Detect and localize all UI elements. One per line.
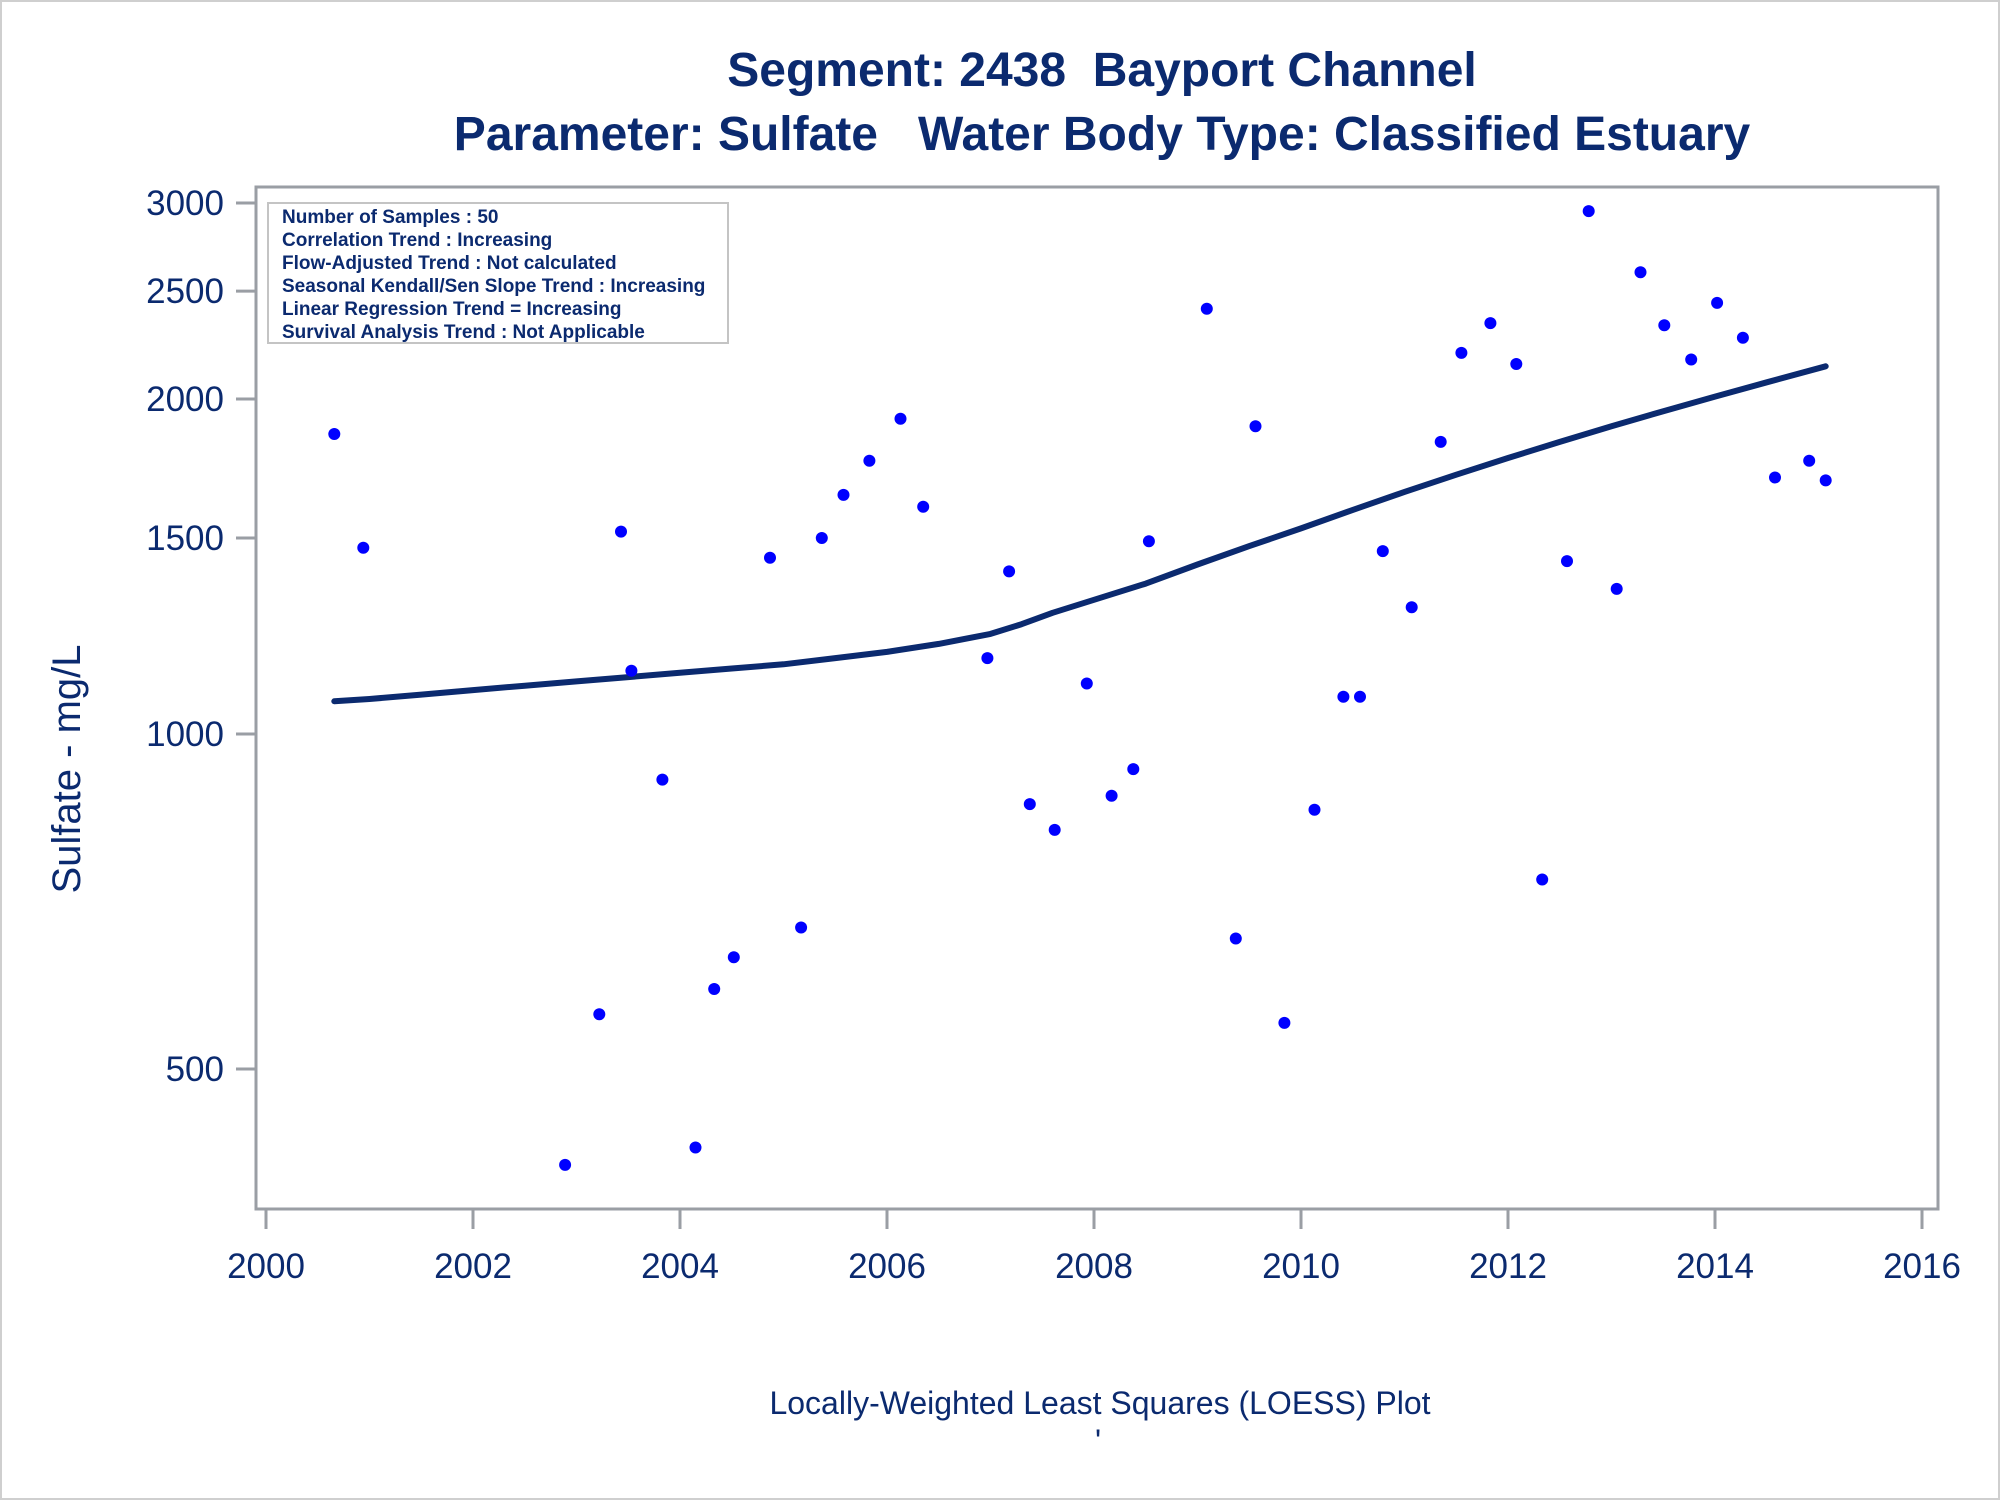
data-point (795, 921, 808, 934)
data-point (1308, 803, 1321, 816)
stats-line-linear-regression: Linear Regression Trend = Increasing (282, 299, 621, 320)
data-point (1229, 932, 1242, 945)
data-point (894, 412, 907, 425)
stats-box: Number of Samples : 50 Correlation Trend… (267, 202, 729, 344)
data-point (1434, 435, 1447, 448)
data-point (1105, 789, 1118, 802)
data-point (1249, 420, 1262, 433)
chart-title: Segment: 2438 Bayport Channel (727, 44, 1477, 97)
data-point (1736, 331, 1749, 344)
data-point (1803, 454, 1816, 467)
data-point (1200, 302, 1213, 315)
data-point (656, 773, 669, 786)
data-point (1484, 317, 1497, 330)
data-point (1080, 677, 1093, 690)
data-point (1278, 1016, 1291, 1029)
stats-line-samples: Number of Samples : 50 (282, 207, 498, 228)
y-axis-label: Sulfate - mg/L (45, 644, 89, 893)
data-point (357, 541, 370, 554)
data-point (1634, 266, 1647, 279)
stats-box-border (267, 202, 729, 344)
x-tick-label: 2012 (1469, 1247, 1547, 1286)
sample-points (328, 205, 1832, 1171)
y-tick-label: 2500 (146, 272, 224, 311)
data-point (1711, 296, 1724, 309)
x-tick-label: 2004 (641, 1247, 719, 1286)
data-point (1142, 535, 1155, 548)
data-point (1405, 601, 1418, 614)
data-point (981, 652, 994, 665)
x-tick-label: 2014 (1676, 1247, 1754, 1286)
x-tick-label: 2006 (848, 1247, 926, 1286)
data-point (1003, 565, 1016, 578)
y-tick-label: 3000 (146, 184, 224, 223)
chart-footnote: Locally-Weighted Least Squares (LOESS) P… (769, 1385, 1430, 1421)
data-point (1337, 690, 1350, 703)
data-point (1048, 823, 1061, 836)
data-point (1610, 582, 1623, 595)
data-point (1819, 474, 1832, 487)
y-tick-label: 2000 (146, 380, 224, 419)
x-tick-label: 2016 (1883, 1247, 1961, 1286)
data-point (328, 428, 341, 440)
data-point (1354, 690, 1366, 703)
y-tick-label: 1500 (146, 519, 224, 558)
y-tick-label: 500 (166, 1050, 224, 1089)
x-tick-label: 2000 (227, 1247, 305, 1286)
stats-line-seasonal-kendall: Seasonal Kendall/Sen Slope Trend : Incre… (282, 276, 705, 297)
data-point (1023, 798, 1036, 811)
data-point (1127, 763, 1140, 776)
x-axis: 2000 2002 2004 2006 2008 2010 2012 2014 2016 (227, 1209, 1961, 1286)
chart-subtitle: Parameter: Sulfate Water Body Type: Clas… (454, 108, 1751, 161)
data-point (1376, 545, 1389, 558)
data-point (1536, 873, 1549, 886)
data-point (708, 983, 721, 995)
y-axis: 500 1000 1500 2000 2500 3000 (146, 184, 256, 1089)
y-tick-label: 1000 (146, 715, 224, 754)
data-point (1769, 471, 1781, 484)
stats-line-correlation: Correlation Trend : Increasing (282, 230, 552, 251)
x-tick-label: 2008 (1055, 1247, 1133, 1286)
data-point (625, 664, 638, 677)
x-tick-label: 2010 (1262, 1247, 1340, 1286)
data-point (1455, 346, 1468, 359)
data-point (593, 1008, 606, 1021)
plot-area (254, 185, 1940, 1211)
stats-line-survival: Survival Analysis Trend : Not Applicable (282, 322, 645, 343)
loess-curve (331, 363, 1829, 705)
data-point (727, 951, 740, 964)
data-point (1561, 555, 1573, 568)
chart-footnote-mark: ' (1095, 1423, 1101, 1459)
data-point (559, 1158, 572, 1171)
data-point (1582, 205, 1595, 218)
data-point (689, 1141, 702, 1154)
data-point (917, 500, 930, 513)
data-point (615, 525, 627, 538)
data-point (837, 488, 850, 501)
data-point (764, 551, 776, 564)
data-point (815, 532, 828, 544)
data-point (1685, 353, 1698, 366)
data-point (1510, 358, 1523, 370)
stats-line-flow-adjusted: Flow-Adjusted Trend : Not calculated (282, 253, 617, 274)
data-point (1658, 319, 1671, 332)
data-point (863, 454, 876, 467)
x-tick-label: 2002 (434, 1247, 512, 1286)
